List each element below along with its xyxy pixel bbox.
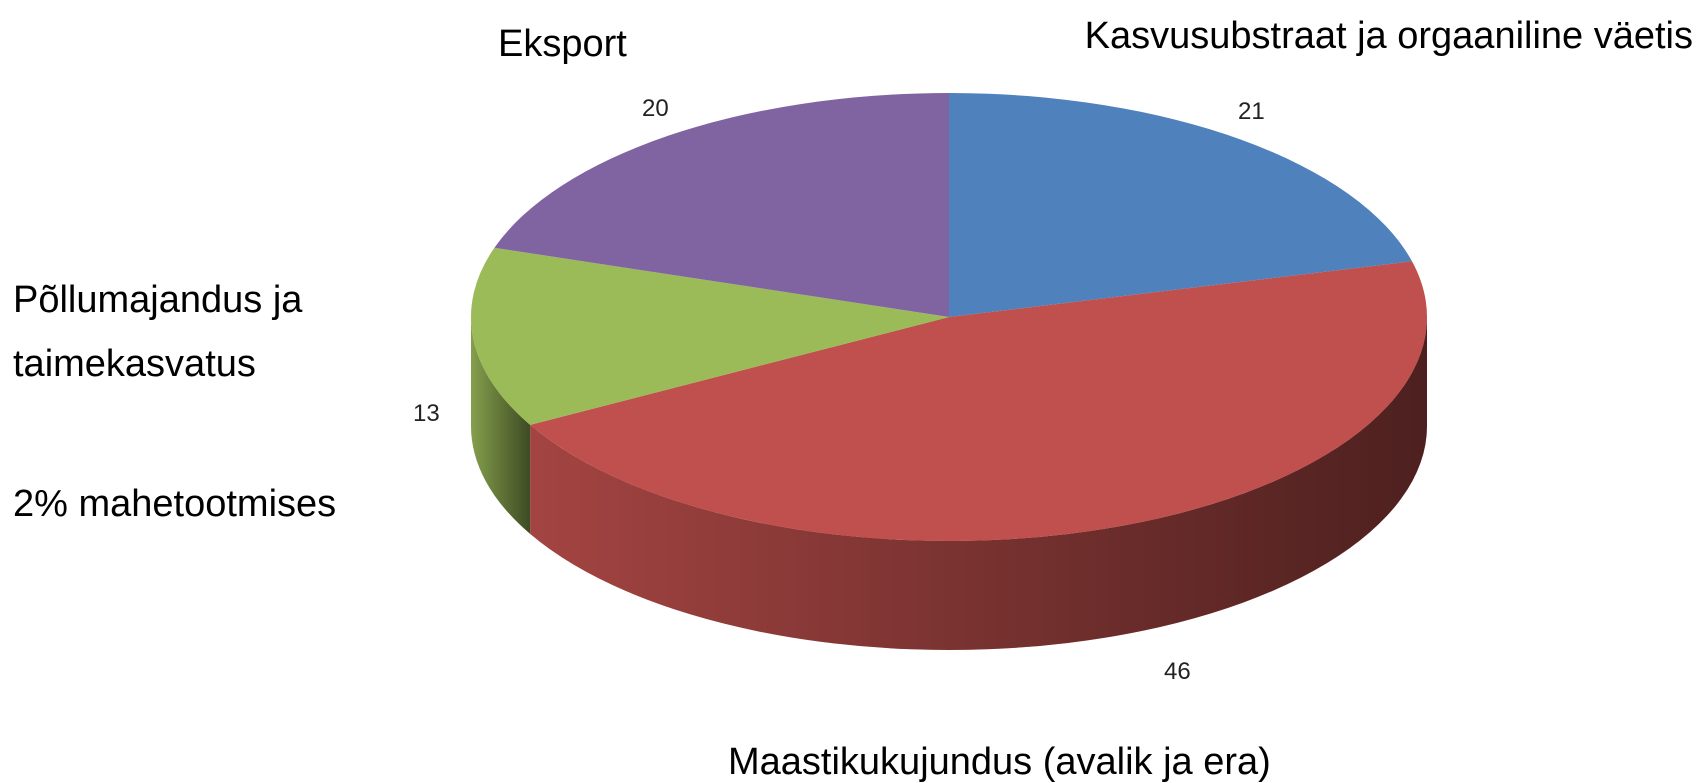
category-label: Kasvusubstraat ja orgaaniline väetis [1084, 15, 1693, 57]
category-label: Põllumajandus ja taimekasvatus [13, 279, 303, 385]
value-label: 46 [1164, 658, 1191, 685]
value-label: 13 [413, 400, 440, 427]
category-label: Maastikukujundus (avalik ja era) [728, 741, 1271, 783]
annotation: 2% mahetootmises [13, 483, 337, 525]
slice [949, 93, 1412, 317]
category-label: Eksport [498, 23, 627, 65]
slice [530, 261, 1427, 541]
slice-side-shade [470, 317, 531, 534]
slice [471, 247, 949, 425]
slice-side-shade [530, 317, 1427, 651]
slice [494, 92, 949, 317]
value-label: 20 [642, 95, 669, 122]
value-label: 21 [1238, 98, 1265, 125]
